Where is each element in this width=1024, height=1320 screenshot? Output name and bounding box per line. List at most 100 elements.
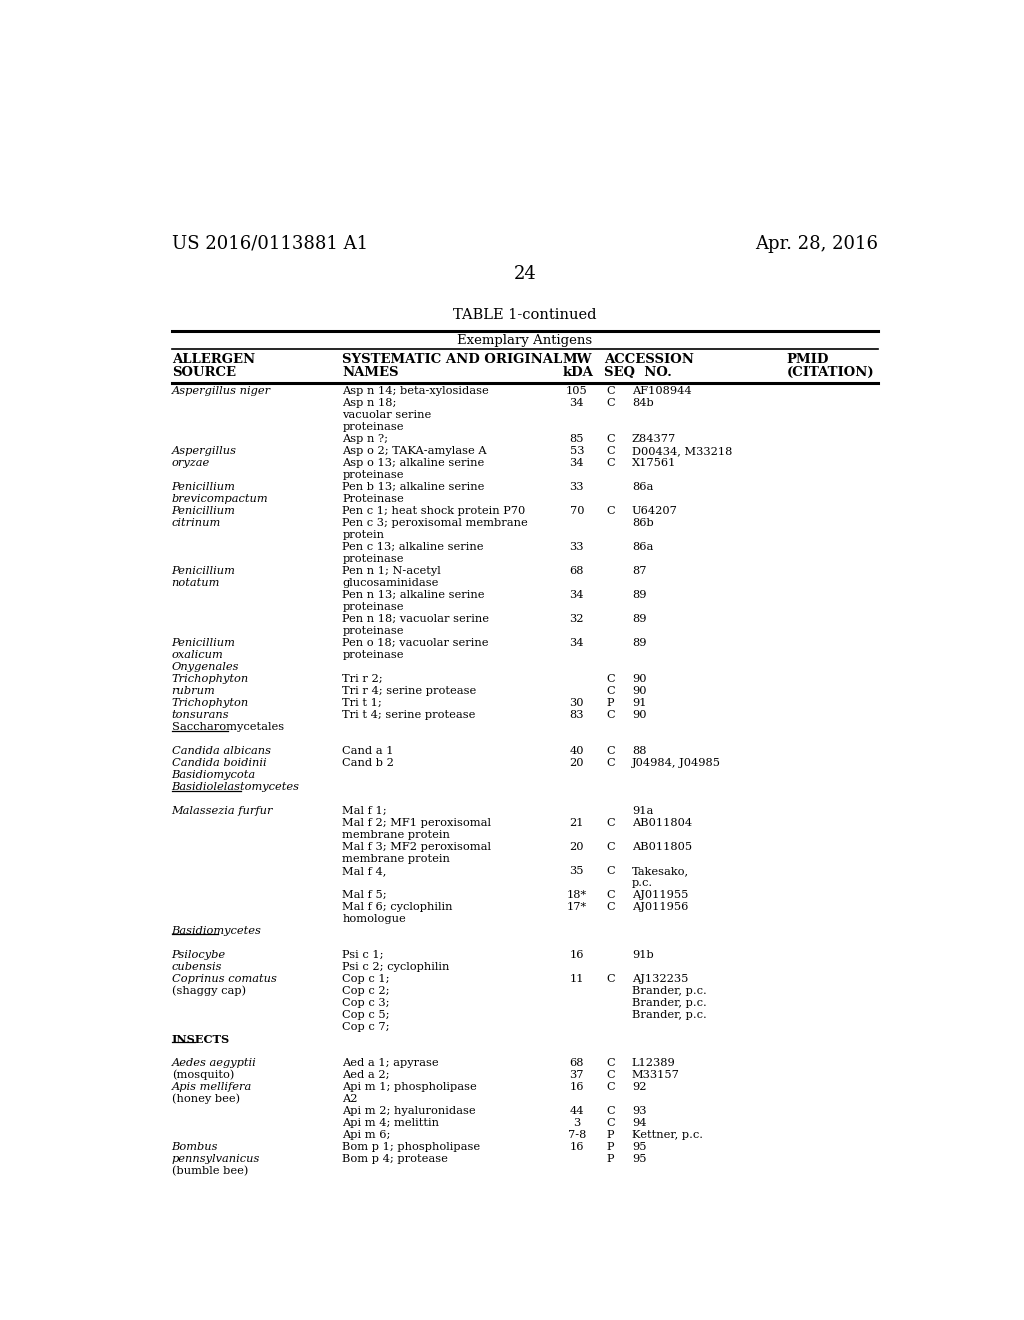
Text: Psilocybe: Psilocybe bbox=[172, 950, 225, 960]
Text: J04984, J04985: J04984, J04985 bbox=[632, 758, 721, 768]
Text: kDA: kDA bbox=[563, 366, 594, 379]
Text: Mal f 3; MF2 peroxisomal: Mal f 3; MF2 peroxisomal bbox=[342, 842, 492, 851]
Text: Bom p 1; phospholipase: Bom p 1; phospholipase bbox=[342, 1142, 480, 1151]
Text: 20: 20 bbox=[569, 842, 584, 851]
Text: 3: 3 bbox=[573, 1118, 581, 1127]
Text: Cop c 2;: Cop c 2; bbox=[342, 986, 390, 995]
Text: SEQ  NO.: SEQ NO. bbox=[604, 366, 672, 379]
Text: Aed a 2;: Aed a 2; bbox=[342, 1069, 390, 1080]
Text: oxalicum: oxalicum bbox=[172, 649, 223, 660]
Text: Pen c 13; alkaline serine: Pen c 13; alkaline serine bbox=[342, 543, 483, 552]
Text: C: C bbox=[606, 686, 614, 696]
Text: homologue: homologue bbox=[342, 913, 407, 924]
Text: oryzae: oryzae bbox=[172, 458, 210, 469]
Text: proteinase: proteinase bbox=[342, 470, 403, 480]
Text: Aspergillus: Aspergillus bbox=[172, 446, 237, 455]
Text: D00434, M33218: D00434, M33218 bbox=[632, 446, 732, 455]
Text: 93: 93 bbox=[632, 1106, 646, 1115]
Text: Aspergillus niger: Aspergillus niger bbox=[172, 385, 270, 396]
Text: Asp o 13; alkaline serine: Asp o 13; alkaline serine bbox=[342, 458, 484, 469]
Text: 7-8: 7-8 bbox=[567, 1130, 586, 1139]
Text: 84b: 84b bbox=[632, 399, 653, 408]
Text: 16: 16 bbox=[569, 950, 584, 960]
Text: Basidiolelastomycetes: Basidiolelastomycetes bbox=[172, 781, 300, 792]
Text: Cop c 1;: Cop c 1; bbox=[342, 974, 390, 983]
Text: C: C bbox=[606, 866, 614, 875]
Text: membrane protein: membrane protein bbox=[342, 830, 451, 840]
Text: M33157: M33157 bbox=[632, 1069, 680, 1080]
Text: NAMES: NAMES bbox=[342, 366, 398, 379]
Text: 94: 94 bbox=[632, 1118, 646, 1127]
Text: AB011804: AB011804 bbox=[632, 818, 692, 828]
Text: Basidiomycetes: Basidiomycetes bbox=[172, 925, 261, 936]
Text: C: C bbox=[606, 385, 614, 396]
Text: 85: 85 bbox=[569, 434, 584, 444]
Text: Psi c 2; cyclophilin: Psi c 2; cyclophilin bbox=[342, 962, 450, 972]
Text: US 2016/0113881 A1: US 2016/0113881 A1 bbox=[172, 235, 368, 252]
Text: P: P bbox=[606, 1130, 614, 1139]
Text: Takesako,: Takesako, bbox=[632, 866, 689, 875]
Text: membrane protein: membrane protein bbox=[342, 854, 451, 863]
Text: Penicillium: Penicillium bbox=[172, 566, 236, 576]
Text: 68: 68 bbox=[569, 566, 584, 576]
Text: A2: A2 bbox=[342, 1094, 357, 1104]
Text: 86a: 86a bbox=[632, 543, 653, 552]
Text: Mal f 6; cyclophilin: Mal f 6; cyclophilin bbox=[342, 902, 453, 912]
Text: Aedes aegyptii: Aedes aegyptii bbox=[172, 1057, 256, 1068]
Text: 33: 33 bbox=[569, 543, 584, 552]
Text: Kettner, p.c.: Kettner, p.c. bbox=[632, 1130, 702, 1139]
Text: Trichophyton: Trichophyton bbox=[172, 698, 249, 708]
Text: 16: 16 bbox=[569, 1081, 584, 1092]
Text: Mal f 2; MF1 peroxisomal: Mal f 2; MF1 peroxisomal bbox=[342, 818, 492, 828]
Text: P: P bbox=[606, 698, 614, 708]
Text: p.c.: p.c. bbox=[632, 878, 653, 888]
Text: 30: 30 bbox=[569, 698, 584, 708]
Text: 95: 95 bbox=[632, 1154, 646, 1164]
Text: Brander, p.c.: Brander, p.c. bbox=[632, 986, 707, 995]
Text: (shaggy cap): (shaggy cap) bbox=[172, 986, 246, 997]
Text: proteinase: proteinase bbox=[342, 422, 403, 432]
Text: 37: 37 bbox=[569, 1069, 584, 1080]
Text: Apr. 28, 2016: Apr. 28, 2016 bbox=[755, 235, 878, 252]
Text: protein: protein bbox=[342, 531, 384, 540]
Text: C: C bbox=[606, 818, 614, 828]
Text: Malassezia furfur: Malassezia furfur bbox=[172, 805, 273, 816]
Text: 91: 91 bbox=[632, 698, 646, 708]
Text: Penicillium: Penicillium bbox=[172, 506, 236, 516]
Text: tonsurans: tonsurans bbox=[172, 710, 229, 719]
Text: Pen n 1; N-acetyl: Pen n 1; N-acetyl bbox=[342, 566, 441, 576]
Text: 91a: 91a bbox=[632, 805, 653, 816]
Text: Tri r 2;: Tri r 2; bbox=[342, 675, 383, 684]
Text: AJ011955: AJ011955 bbox=[632, 890, 688, 900]
Text: notatum: notatum bbox=[172, 578, 220, 587]
Text: AJ011956: AJ011956 bbox=[632, 902, 688, 912]
Text: proteinase: proteinase bbox=[342, 626, 403, 636]
Text: C: C bbox=[606, 1069, 614, 1080]
Text: 33: 33 bbox=[569, 482, 584, 492]
Text: C: C bbox=[606, 434, 614, 444]
Text: 34: 34 bbox=[569, 399, 584, 408]
Text: 35: 35 bbox=[569, 866, 584, 875]
Text: C: C bbox=[606, 842, 614, 851]
Text: Asp n 18;: Asp n 18; bbox=[342, 399, 396, 408]
Text: 32: 32 bbox=[569, 614, 584, 624]
Text: proteinase: proteinase bbox=[342, 602, 403, 612]
Text: 88: 88 bbox=[632, 746, 646, 756]
Text: C: C bbox=[606, 1106, 614, 1115]
Text: Mal f 1;: Mal f 1; bbox=[342, 805, 387, 816]
Text: 68: 68 bbox=[569, 1057, 584, 1068]
Text: 40: 40 bbox=[569, 746, 584, 756]
Text: 90: 90 bbox=[632, 710, 646, 719]
Text: rubrum: rubrum bbox=[172, 686, 215, 696]
Text: 20: 20 bbox=[569, 758, 584, 768]
Text: 34: 34 bbox=[569, 638, 584, 648]
Text: cubensis: cubensis bbox=[172, 962, 222, 972]
Text: C: C bbox=[606, 1118, 614, 1127]
Text: AF108944: AF108944 bbox=[632, 385, 691, 396]
Text: Cop c 5;: Cop c 5; bbox=[342, 1010, 390, 1020]
Text: 17*: 17* bbox=[566, 902, 587, 912]
Text: Bombus: Bombus bbox=[172, 1142, 218, 1151]
Text: Candida boidinii: Candida boidinii bbox=[172, 758, 266, 768]
Text: C: C bbox=[606, 399, 614, 408]
Text: vacuolar serine: vacuolar serine bbox=[342, 411, 431, 420]
